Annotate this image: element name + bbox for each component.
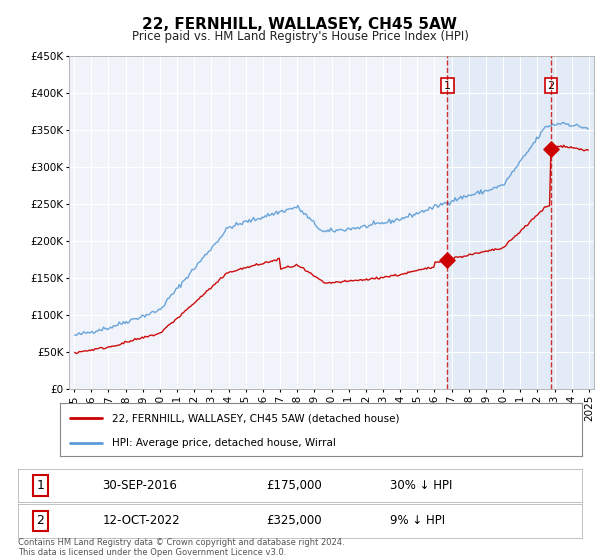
Text: 30-SEP-2016: 30-SEP-2016 [103, 479, 178, 492]
Text: 22, FERNHILL, WALLASEY, CH45 5AW (detached house): 22, FERNHILL, WALLASEY, CH45 5AW (detach… [112, 413, 400, 423]
Text: 30% ↓ HPI: 30% ↓ HPI [390, 479, 452, 492]
Point [443, 255, 452, 264]
Text: £325,000: £325,000 [266, 514, 322, 528]
Text: 12-OCT-2022: 12-OCT-2022 [103, 514, 180, 528]
Bar [448, 56, 594, 389]
Text: 9% ↓ HPI: 9% ↓ HPI [390, 514, 445, 528]
Point [546, 144, 556, 153]
Text: Contains HM Land Registry data © Crown copyright and database right 2024.
This d: Contains HM Land Registry data © Crown c… [18, 538, 344, 557]
Text: 2: 2 [37, 514, 44, 528]
Text: 2: 2 [547, 81, 554, 91]
Text: Price paid vs. HM Land Registry's House Price Index (HPI): Price paid vs. HM Land Registry's House … [131, 30, 469, 43]
Text: 1: 1 [444, 81, 451, 91]
Text: £175,000: £175,000 [266, 479, 322, 492]
Text: 22, FERNHILL, WALLASEY, CH45 5AW: 22, FERNHILL, WALLASEY, CH45 5AW [143, 17, 458, 32]
Text: HPI: Average price, detached house, Wirral: HPI: Average price, detached house, Wirr… [112, 437, 336, 447]
Text: 1: 1 [37, 479, 44, 492]
